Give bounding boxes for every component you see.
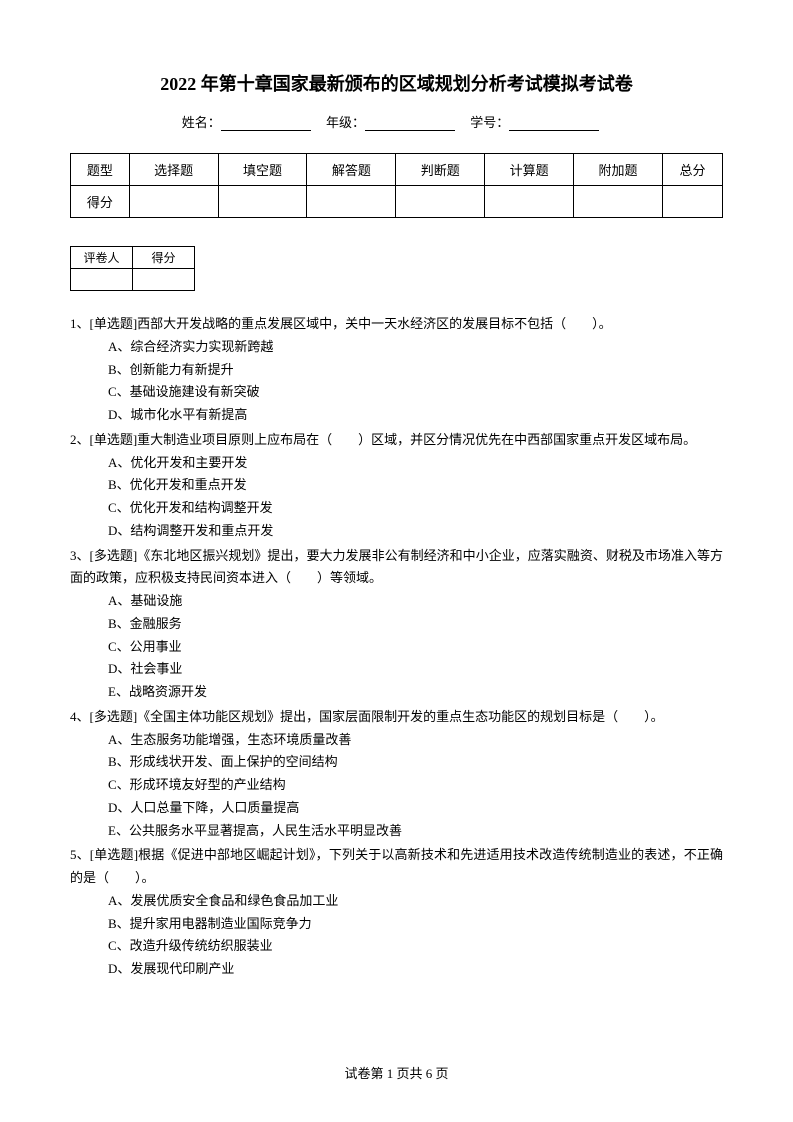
- question-3: 3、[多选题]《东北地区振兴规划》提出，要大力发展非公有制经济和中小企业，应落实…: [70, 545, 723, 704]
- col-header: 总分: [662, 154, 722, 186]
- option: B、优化开发和重点开发: [108, 474, 723, 497]
- name-label: 姓名：: [182, 112, 221, 131]
- option: D、结构调整开发和重点开发: [108, 520, 723, 543]
- options-list: A、发展优质安全食品和绿色食品加工业 B、提升家用电器制造业国际竞争力 C、改造…: [70, 890, 723, 981]
- score-cell[interactable]: [662, 186, 722, 218]
- options-list: A、综合经济实力实现新跨越 B、创新能力有新提升 C、基础设施建设有新突破 D、…: [70, 336, 723, 427]
- question-stem: 5、[单选题]根据《促进中部地区崛起计划》，下列关于以高新技术和先进适用技术改造…: [70, 844, 723, 890]
- score-cell[interactable]: [307, 186, 396, 218]
- col-header: 解答题: [307, 154, 396, 186]
- option: D、社会事业: [108, 658, 723, 681]
- grader-header: 评卷人: [71, 247, 133, 269]
- options-list: A、优化开发和主要开发 B、优化开发和重点开发 C、优化开发和结构调整开发 D、…: [70, 452, 723, 543]
- score-cell[interactable]: [396, 186, 485, 218]
- option: C、公用事业: [108, 636, 723, 659]
- col-header: 计算题: [485, 154, 574, 186]
- score-cell[interactable]: [574, 186, 663, 218]
- option: D、人口总量下降，人口质量提高: [108, 797, 723, 820]
- page-title: 2022 年第十章国家最新颁布的区域规划分析考试模拟考试卷: [70, 70, 723, 96]
- option: C、基础设施建设有新突破: [108, 381, 723, 404]
- page-footer: 试卷第 1 页共 6 页: [0, 1063, 793, 1082]
- grade-label: 年级：: [326, 112, 365, 131]
- row-header: 得分: [71, 186, 130, 218]
- option: B、提升家用电器制造业国际竞争力: [108, 913, 723, 936]
- table-row: 题型 选择题 填空题 解答题 判断题 计算题 附加题 总分: [71, 154, 723, 186]
- grade-blank[interactable]: [365, 117, 455, 131]
- score-cell[interactable]: [485, 186, 574, 218]
- col-header: 题型: [71, 154, 130, 186]
- question-stem: 2、[单选题]重大制造业项目原则上应布局在（ ）区域，并区分情况优先在中西部国家…: [70, 429, 723, 452]
- score-cell[interactable]: [218, 186, 307, 218]
- question-stem: 4、[多选题]《全国主体功能区规划》提出，国家层面限制开发的重点生态功能区的规划…: [70, 706, 723, 729]
- grader-cell[interactable]: [133, 269, 195, 291]
- question-stem: 3、[多选题]《东北地区振兴规划》提出，要大力发展非公有制经济和中小企业，应落实…: [70, 545, 723, 591]
- grader-table: 评卷人 得分: [70, 246, 195, 291]
- option: A、综合经济实力实现新跨越: [108, 336, 723, 359]
- option: D、发展现代印刷产业: [108, 958, 723, 981]
- option: B、金融服务: [108, 613, 723, 636]
- student-info-line: 姓名： 年级： 学号：: [70, 112, 723, 131]
- question-2: 2、[单选题]重大制造业项目原则上应布局在（ ）区域，并区分情况优先在中西部国家…: [70, 429, 723, 543]
- grader-cell[interactable]: [71, 269, 133, 291]
- option: C、优化开发和结构调整开发: [108, 497, 723, 520]
- option: C、改造升级传统纺织服装业: [108, 935, 723, 958]
- col-header: 附加题: [574, 154, 663, 186]
- option: C、形成环境友好型的产业结构: [108, 774, 723, 797]
- col-header: 填空题: [218, 154, 307, 186]
- col-header: 选择题: [129, 154, 218, 186]
- option: D、城市化水平有新提高: [108, 404, 723, 427]
- table-row: 评卷人 得分: [71, 247, 195, 269]
- score-cell[interactable]: [129, 186, 218, 218]
- question-stem: 1、[单选题]西部大开发战略的重点发展区域中，关中一天水经济区的发展目标不包括（…: [70, 313, 723, 336]
- table-row: 得分: [71, 186, 723, 218]
- grader-header: 得分: [133, 247, 195, 269]
- option: E、公共服务水平显著提高，人民生活水平明显改善: [108, 820, 723, 843]
- options-list: A、基础设施 B、金融服务 C、公用事业 D、社会事业 E、战略资源开发: [70, 590, 723, 704]
- score-table: 题型 选择题 填空题 解答题 判断题 计算题 附加题 总分 得分: [70, 153, 723, 218]
- option: A、生态服务功能增强，生态环境质量改善: [108, 729, 723, 752]
- id-blank[interactable]: [509, 117, 599, 131]
- question-4: 4、[多选题]《全国主体功能区规划》提出，国家层面限制开发的重点生态功能区的规划…: [70, 706, 723, 843]
- question-5: 5、[单选题]根据《促进中部地区崛起计划》，下列关于以高新技术和先进适用技术改造…: [70, 844, 723, 981]
- table-row: [71, 269, 195, 291]
- options-list: A、生态服务功能增强，生态环境质量改善 B、形成线状开发、面上保护的空间结构 C…: [70, 729, 723, 843]
- name-blank[interactable]: [221, 117, 311, 131]
- option: B、形成线状开发、面上保护的空间结构: [108, 751, 723, 774]
- question-1: 1、[单选题]西部大开发战略的重点发展区域中，关中一天水经济区的发展目标不包括（…: [70, 313, 723, 427]
- option: B、创新能力有新提升: [108, 359, 723, 382]
- option: A、优化开发和主要开发: [108, 452, 723, 475]
- id-label: 学号：: [470, 112, 509, 131]
- option: A、基础设施: [108, 590, 723, 613]
- option: A、发展优质安全食品和绿色食品加工业: [108, 890, 723, 913]
- col-header: 判断题: [396, 154, 485, 186]
- option: E、战略资源开发: [108, 681, 723, 704]
